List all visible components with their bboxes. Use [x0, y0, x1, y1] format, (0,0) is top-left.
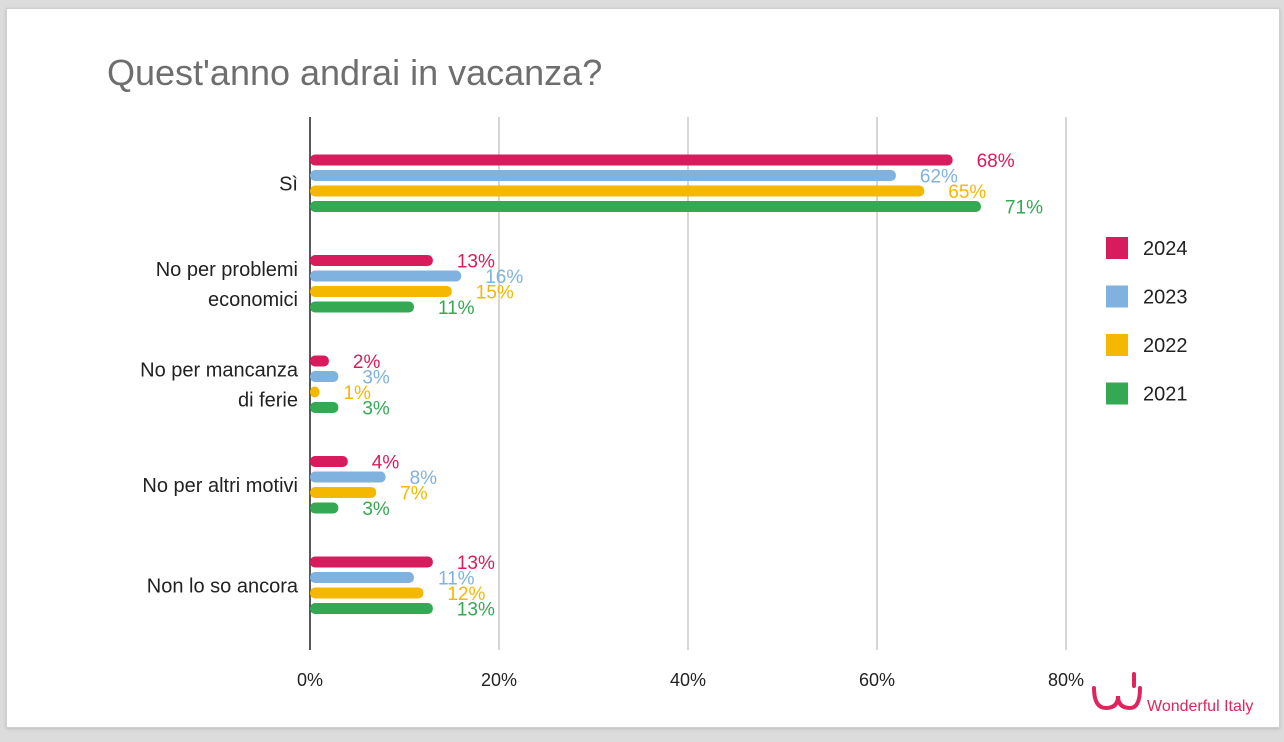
legend-label-2021: 2021: [1143, 384, 1188, 406]
bar-2023-2: [310, 371, 339, 382]
data-label-2021-2: 3%: [362, 399, 390, 420]
chart-title: Quest'anno andrai in vacanza?: [107, 52, 603, 93]
legend-swatch-2022: [1106, 334, 1128, 356]
bar-2024-3: [310, 456, 348, 467]
data-label-2024-4: 13%: [457, 553, 495, 574]
legend: 2024 2023 2022 2021: [1106, 237, 1188, 406]
x-tick-40: 40%: [670, 670, 706, 690]
chart-card: [6, 8, 1280, 728]
legend-swatch-2023: [1106, 285, 1128, 308]
x-tick-20: 20%: [481, 670, 517, 690]
wonderful-italy-logo-icon: [1092, 686, 1142, 711]
data-label-2021-3: 3%: [362, 499, 390, 520]
data-label-2024-2: 2%: [353, 352, 381, 373]
bar-2022-3: [310, 487, 377, 498]
bars: [310, 154, 981, 614]
data-label-2023-4: 11%: [438, 569, 475, 590]
category-labels: Sì No per problemi economici No per mancanz…: [140, 173, 299, 597]
bar-2024-1: [310, 255, 433, 266]
data-labels: 68%62%65%71%13%16%15%11%2%3%1%3%4%8%7%3%…: [343, 151, 1043, 621]
category-label-2: No per mancanza: [140, 359, 299, 381]
category-label-4: Non lo so ancora: [147, 575, 299, 597]
bar-2023-1: [310, 270, 462, 282]
bar-2021-1: [310, 301, 414, 313]
bar-2022-0: [310, 185, 925, 197]
x-tick-0: 0%: [297, 670, 323, 690]
bar-2024-4: [310, 556, 433, 568]
data-label-2024-0: 68%: [977, 151, 1015, 172]
data-label-2021-0: 71%: [1005, 198, 1043, 219]
bar-2021-4: [310, 603, 433, 614]
bar-2021-3: [310, 502, 339, 514]
data-label-2022-4: 12%: [447, 584, 485, 605]
data-label-2023-3: 8%: [410, 468, 438, 489]
brand-name: Wonderful Italy: [1147, 698, 1253, 715]
bar-2023-3: [310, 471, 386, 483]
category-label-1: economici: [208, 289, 298, 311]
x-tick-80: 80%: [1048, 670, 1084, 690]
bar-2024-2: [310, 355, 329, 367]
category-label-0: Sì: [279, 173, 298, 195]
bar-2024-0: [310, 154, 953, 166]
bar-2021-0: [310, 201, 981, 212]
data-label-2023-1: 16%: [485, 267, 523, 288]
legend-label-2023: 2023: [1143, 287, 1188, 309]
bar-2021-2: [310, 402, 339, 413]
data-label-2024-3: 4%: [372, 453, 400, 474]
legend-label-2022: 2022: [1143, 335, 1188, 357]
legend-label-2024: 2024: [1143, 238, 1188, 260]
category-label-1: No per problemi: [156, 259, 298, 281]
data-label-2023-0: 62%: [920, 167, 958, 188]
category-label-2: di ferie: [238, 389, 298, 411]
data-label-2021-4: 13%: [457, 600, 495, 621]
legend-swatch-2024: [1106, 237, 1128, 259]
category-label-3: No per altri motivi: [142, 475, 298, 497]
bar-2022-1: [310, 286, 452, 297]
x-tick-60: 60%: [859, 670, 895, 690]
legend-swatch-2021: [1106, 382, 1128, 405]
data-label-2023-2: 3%: [362, 368, 390, 389]
bar-2023-4: [310, 572, 414, 583]
data-label-2022-0: 65%: [948, 182, 986, 203]
x-tick-labels: 0% 20% 40% 60% 80%: [297, 670, 1084, 690]
data-label-2022-1: 15%: [476, 283, 514, 304]
brand-logo: Wonderful Italy: [1092, 672, 1253, 715]
bar-2022-4: [310, 587, 424, 599]
bar-2023-0: [310, 170, 896, 181]
data-label-2021-1: 11%: [438, 298, 475, 319]
data-label-2024-1: 13%: [457, 252, 495, 273]
data-label-2022-2: 1%: [343, 383, 371, 404]
data-label-2022-3: 7%: [400, 484, 428, 505]
bar-2022-2: [310, 386, 320, 398]
